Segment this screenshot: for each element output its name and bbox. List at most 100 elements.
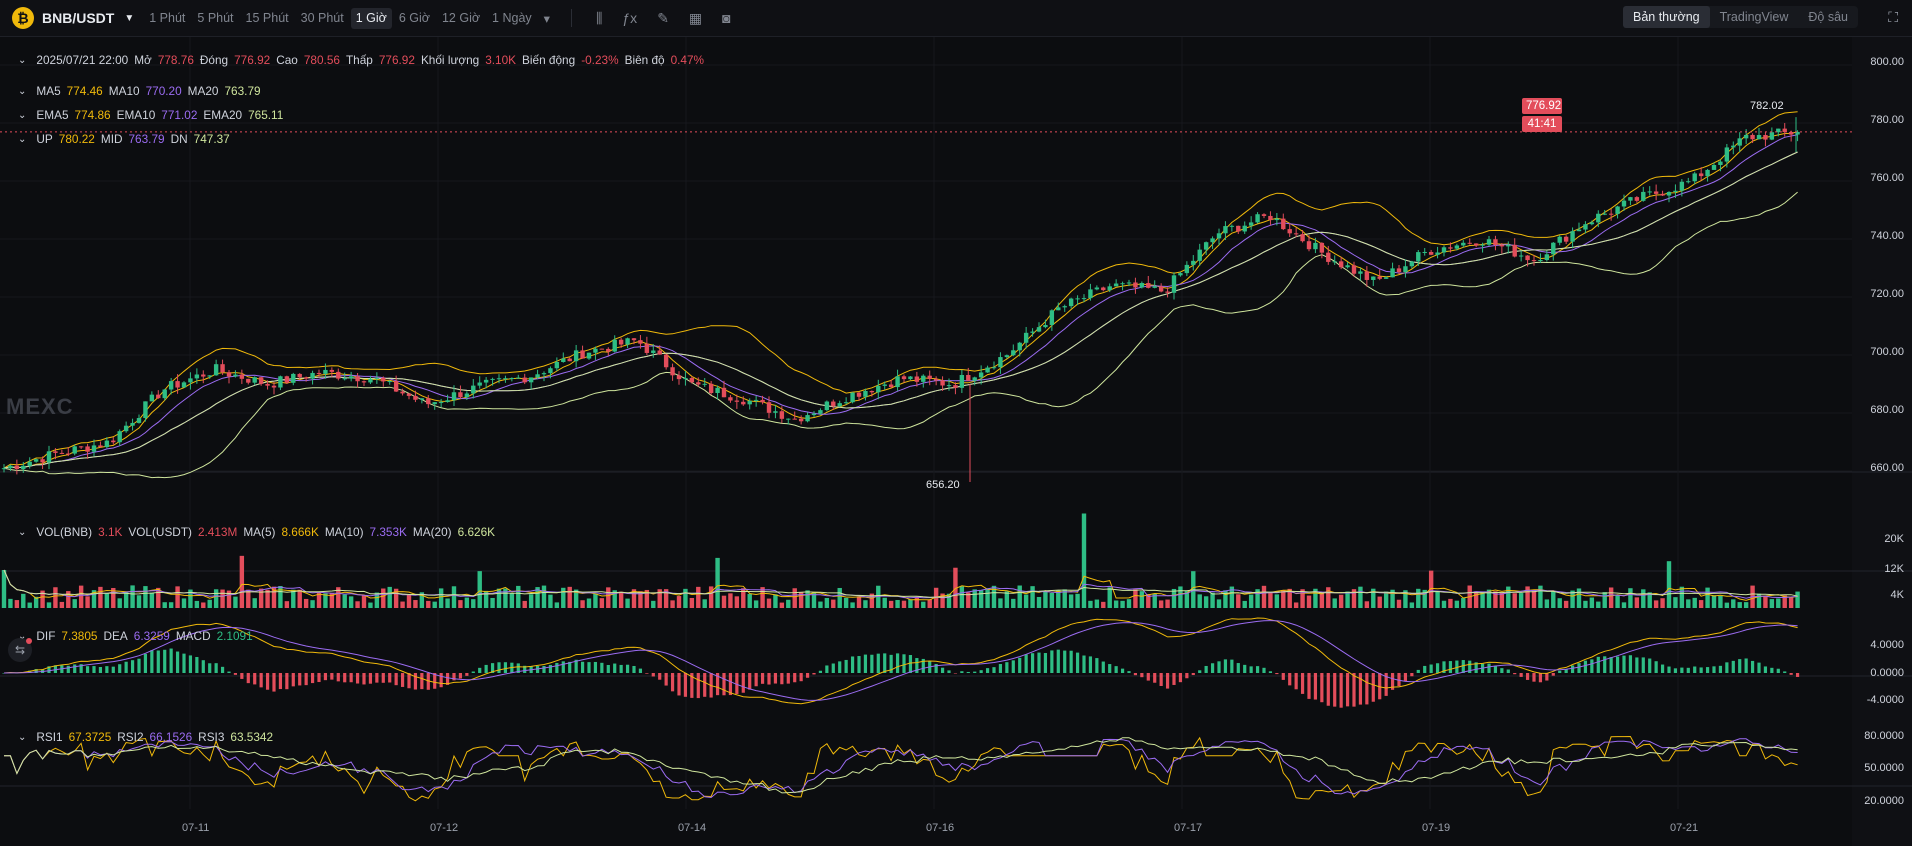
candle-body [1191, 260, 1196, 265]
macd-bar [1628, 655, 1633, 673]
candle-body [1788, 132, 1794, 135]
volume-bar [1615, 595, 1620, 608]
macd-bar [902, 654, 906, 673]
volume-bar [117, 598, 122, 608]
tab-standard-view[interactable]: Bản thường [1622, 6, 1710, 28]
macd-bar [1114, 666, 1118, 673]
macd-bar [1300, 673, 1305, 694]
volume-bar [696, 586, 701, 608]
candle-body [278, 376, 283, 388]
volume-bar [1287, 588, 1292, 608]
volume-bar [593, 593, 598, 608]
macd-bar [1435, 663, 1440, 673]
camera-icon[interactable]: ◙ [722, 9, 731, 26]
macd-bar [1011, 660, 1015, 673]
tab-tradingview[interactable]: TradingView [1719, 10, 1789, 24]
candle-body [702, 383, 707, 385]
candle-body [1666, 191, 1672, 196]
volume-bar [792, 588, 797, 608]
candle-body [419, 398, 425, 400]
candle-body [1763, 135, 1768, 140]
candle-body [824, 401, 830, 411]
macd-bar [79, 664, 83, 673]
candle-body [1287, 229, 1292, 234]
candle-body [477, 382, 482, 386]
x-tick-label: 07-11 [182, 822, 210, 834]
rsi-tick-label: 50.0000 [1864, 762, 1904, 774]
chevron-down-icon[interactable]: ⌄ [18, 731, 27, 743]
chevron-down-icon[interactable]: ⌄ [18, 526, 27, 538]
tab-timeframe[interactable]: 30 Phút [300, 10, 344, 25]
macd-bar [1005, 662, 1009, 673]
volume-bar [27, 602, 32, 608]
volume-bar [1461, 598, 1466, 608]
macd-bar [677, 673, 681, 696]
chevron-down-icon[interactable]: ⌄ [18, 54, 27, 66]
macd-bar [1339, 673, 1343, 708]
layout-icon[interactable]: ▦ [688, 9, 703, 26]
macd-bar [645, 673, 649, 674]
caret-down-icon[interactable]: ▼ [124, 12, 135, 24]
low-label: Thấp [345, 53, 373, 67]
candle-body [631, 338, 637, 341]
volume-bar [1660, 598, 1665, 608]
chevron-down-icon[interactable]: ⌄ [18, 85, 27, 97]
candle-body [1126, 282, 1132, 284]
chevron-down-icon[interactable]: ▾ [543, 11, 550, 26]
macd-bar [452, 673, 456, 681]
dea-label: DEA [103, 629, 128, 643]
tab-timeframe[interactable]: 15 Phút [245, 10, 289, 25]
candle-body [1416, 252, 1421, 262]
candle-body [1345, 265, 1350, 268]
macd-bar [748, 673, 752, 690]
volume-bar [657, 589, 662, 608]
volume-bar [702, 599, 707, 608]
chevron-down-icon[interactable]: ⌄ [18, 133, 27, 145]
volume-bar [104, 593, 110, 608]
change-value: -0.23% [581, 53, 619, 67]
candle-body [72, 446, 77, 454]
tab-timeframe[interactable]: 12 Giờ [441, 10, 481, 25]
volume-bar [1133, 589, 1138, 608]
macd-bar [741, 673, 745, 693]
candle-type-icon[interactable]: ⫼ [595, 9, 603, 26]
formula-icon[interactable]: ƒx [622, 9, 638, 26]
tab-timeframe[interactable]: 1 Phút [149, 10, 186, 25]
candle-body [998, 357, 1003, 368]
draw-icon[interactable]: ✎ [657, 9, 669, 26]
tab-timeframe[interactable]: 6 Giờ [398, 10, 430, 25]
tab-timeframe[interactable]: 5 Phút [197, 10, 234, 25]
timeframe-tabs: 1 Phút 5 Phút 15 Phút 30 Phút 1 Giờ 6 Gi… [144, 7, 555, 29]
chevron-down-icon[interactable]: ⌄ [18, 630, 27, 642]
tab-timeframe[interactable]: 1 Ngày [492, 10, 532, 25]
chart-canvas[interactable] [0, 37, 1912, 846]
macd-tick-label: -4.0000 [1866, 694, 1904, 706]
candle-body [541, 373, 547, 375]
ema5-value: 774.86 [74, 108, 111, 122]
volume-bar [625, 598, 630, 608]
high-annotation: 782.02 [1750, 100, 1784, 112]
macd-bar [998, 664, 1003, 673]
volume-bar [1396, 599, 1402, 608]
macd-bar [400, 673, 405, 687]
volume-bar [535, 587, 540, 608]
candle-body [1184, 264, 1190, 274]
volume-bar [426, 600, 431, 608]
candle-body [297, 373, 302, 378]
fullscreen-icon[interactable]: ⛶ [1888, 9, 1898, 25]
macd-bar [47, 666, 51, 673]
tab-depth[interactable]: Độ sâu [1808, 10, 1848, 24]
volume-bar [1673, 597, 1678, 608]
candle-body [728, 397, 733, 401]
macd-bar [947, 670, 951, 673]
change-label: Biến động [522, 53, 576, 67]
macd-bar [98, 667, 103, 673]
chevron-down-icon[interactable]: ⌄ [18, 109, 27, 121]
volume-bar [843, 597, 849, 608]
candle-body [1120, 283, 1125, 285]
tab-timeframe-active[interactable]: 1 Giờ [350, 7, 392, 29]
volume-bar [760, 587, 765, 608]
volume-bar [522, 600, 527, 608]
volume-bar [14, 600, 20, 608]
pair-name[interactable]: BNB/USDT [42, 10, 115, 26]
